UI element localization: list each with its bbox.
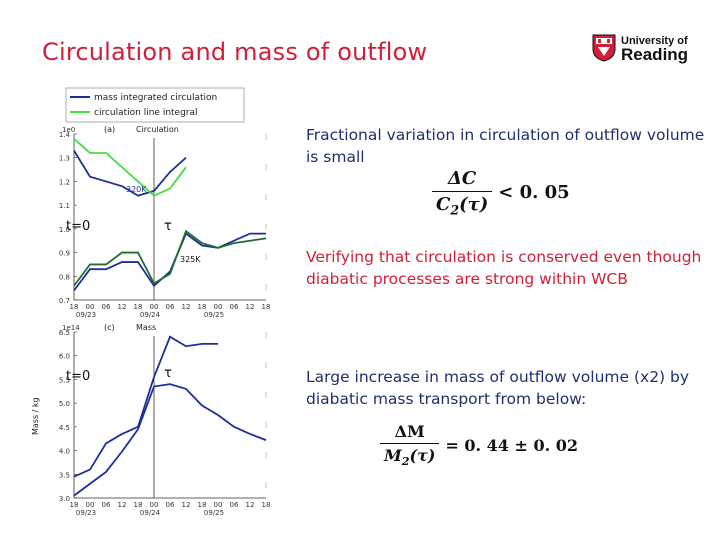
panel-c-x-date-label: 09/23 bbox=[76, 509, 96, 517]
eq1-den-tail: (τ) bbox=[459, 194, 489, 215]
panel-a-series-0 bbox=[73, 150, 187, 197]
panel-a-x-date-label: 09/24 bbox=[140, 311, 161, 319]
eq1-numerator: ΔC bbox=[432, 168, 493, 192]
eq2-den-main: M bbox=[384, 446, 402, 465]
panel-c-x-tick-label: 00 bbox=[86, 501, 95, 509]
panel-c-x-tick-label: 18 bbox=[262, 501, 271, 509]
panel-a-x-tick-label: 12 bbox=[182, 303, 191, 311]
panel-c-x-tick-label: 18 bbox=[198, 501, 207, 509]
panel-c-x-tick-label: 18 bbox=[134, 501, 143, 509]
legend-label-line: circulation line integral bbox=[94, 108, 198, 118]
panel-a-y-tick-label: 0.8 bbox=[59, 273, 70, 281]
panel-a-y-tick-label: 1.4 bbox=[59, 131, 71, 139]
panel-a-series-3 bbox=[73, 229, 267, 287]
panel-a-x-tick-label: 00 bbox=[86, 303, 95, 311]
eq2-numerator: ΔM bbox=[380, 422, 440, 444]
panel-c-y-tick-label: 4.5 bbox=[59, 424, 70, 432]
bullet-circulation-conserved: Verifying that circulation is conserved … bbox=[306, 248, 702, 288]
panel-c-y-tick-label: 5.5 bbox=[59, 376, 70, 384]
panel-a-id: (a) bbox=[104, 125, 115, 134]
panel-c-y-label: Mass / kg bbox=[31, 397, 40, 435]
panel-c-y-tick-label: 6.0 bbox=[59, 353, 70, 361]
eq1-rest: < 0. 05 bbox=[498, 182, 570, 204]
panel-a-y-tick-label: 0.9 bbox=[59, 250, 70, 258]
equation-mass: ΔM M2(τ) = 0. 44 ± 0. 02 bbox=[380, 422, 578, 468]
panel-a-title: Circulation bbox=[136, 125, 179, 134]
panel-a-y-tick-label: 1.3 bbox=[59, 155, 70, 163]
panel-a-x-tick-label: 18 bbox=[70, 303, 79, 311]
panel-a-annotation-320k: 320K bbox=[126, 185, 147, 194]
panel-c-y-tick-label: 5.0 bbox=[59, 400, 70, 408]
equation-circulation: ΔC C2(τ) < 0. 05 bbox=[432, 168, 570, 218]
panel-a-annotation-tau: τ bbox=[164, 219, 172, 234]
panel-a-x-tick-label: 06 bbox=[102, 303, 111, 311]
panel-c-x-tick-label: 12 bbox=[246, 501, 255, 509]
logo-line1: University of bbox=[621, 35, 688, 47]
panel-a-x-tick-label: 06 bbox=[230, 303, 239, 311]
panel-c-scale-label: 1e14 bbox=[62, 324, 80, 332]
panel-c-title: Mass bbox=[136, 323, 156, 332]
panel-c-y-tick-label: 3.5 bbox=[59, 471, 70, 479]
eq2-den-sub: 2 bbox=[401, 454, 410, 469]
panel-c-annotation-tau: τ bbox=[164, 366, 172, 381]
panel-a-annotation-325k: 325K bbox=[180, 255, 201, 264]
panel-a-x-tick-label: 18 bbox=[198, 303, 207, 311]
panel-a-annotation-t0: t=0 bbox=[66, 219, 90, 234]
panel-a-x-tick-label: 12 bbox=[246, 303, 255, 311]
legend-box bbox=[65, 87, 245, 123]
panel-c-id: (c) bbox=[104, 323, 115, 332]
panel-a-series-1 bbox=[73, 138, 187, 197]
crest-icon bbox=[592, 34, 616, 62]
panel-c-x-date-label: 09/25 bbox=[204, 509, 224, 517]
panel-c-y-tick-label: 4.0 bbox=[59, 448, 70, 456]
panel-a-y-tick-label: 1.1 bbox=[59, 202, 70, 210]
panel-c-x-tick-label: 00 bbox=[214, 501, 223, 509]
panel-c-y-tick-label: 6.5 bbox=[59, 329, 70, 337]
eq1-den-main: C bbox=[436, 194, 451, 215]
panel-a-x-date-label: 09/23 bbox=[76, 311, 96, 319]
eq2-rest: = 0. 44 ± 0. 02 bbox=[445, 435, 579, 455]
panel-c-y-tick-label: 3.0 bbox=[59, 495, 70, 503]
logo-line2: Reading bbox=[621, 45, 689, 64]
legend-label-mass: mass integrated circulation bbox=[94, 93, 217, 103]
panel-c-x-tick-label: 06 bbox=[102, 501, 111, 509]
panel-a-y-tick-label: 0.7 bbox=[59, 297, 70, 305]
panel-c-x-tick-label: 06 bbox=[166, 501, 175, 509]
panel-c-x-tick-label: 12 bbox=[182, 501, 191, 509]
panel-c-series-1 bbox=[73, 383, 267, 497]
panel-c-x-tick-label: 12 bbox=[118, 501, 127, 509]
panel-a-x-date-label: 09/25 bbox=[204, 311, 224, 319]
panel-a-scale-label: 1e0 bbox=[62, 126, 75, 134]
circulation-mass-figure: mass integrated circulation circulation l… bbox=[31, 87, 271, 517]
panel-a-x-tick-label: 12 bbox=[118, 303, 127, 311]
university-logo: University of Reading bbox=[592, 34, 692, 66]
panel-c-annotation-t0: t=0 bbox=[66, 369, 90, 384]
slide-title: Circulation and mass of outflow bbox=[42, 38, 428, 66]
panel-a-y-tick-label: 1.2 bbox=[59, 178, 70, 186]
panel-a-x-tick-label: 18 bbox=[134, 303, 143, 311]
panel-a-x-tick-label: 00 bbox=[150, 303, 159, 311]
panel-c-x-tick-label: 00 bbox=[150, 501, 159, 509]
panel-a-x-tick-label: 00 bbox=[214, 303, 223, 311]
panel-a-x-tick-label: 06 bbox=[166, 303, 175, 311]
panel-c-x-tick-label: 18 bbox=[70, 501, 79, 509]
panel-a-x-tick-label: 18 bbox=[262, 303, 271, 311]
eq1-den-sub: 2 bbox=[450, 202, 460, 218]
eq2-den-tail: (τ) bbox=[409, 446, 436, 465]
panel-c-x-tick-label: 06 bbox=[230, 501, 239, 509]
bullet-mass-increase: Large increase in mass of outflow volume… bbox=[306, 368, 690, 408]
bullet-circulation-variation: Fractional variation in circulation of o… bbox=[306, 126, 705, 166]
panel-a-y-tick-label: 1.0 bbox=[59, 226, 70, 234]
panel-c-x-date-label: 09/24 bbox=[140, 509, 161, 517]
panel-c-series-0 bbox=[73, 335, 218, 478]
